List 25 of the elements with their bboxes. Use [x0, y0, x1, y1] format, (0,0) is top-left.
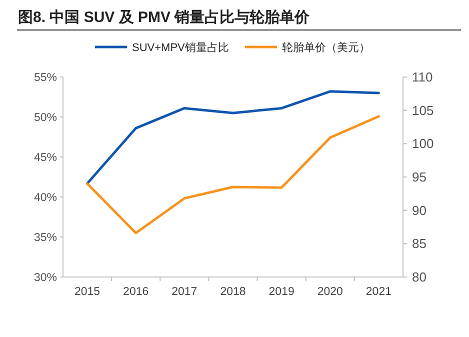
x-tick-label: 2019 [268, 286, 294, 298]
line-series [86, 115, 380, 234]
y-tick-label: 45% [34, 152, 57, 164]
x-tick-label: 2015 [74, 286, 100, 298]
x-tick-label: 2018 [220, 286, 246, 298]
y-tick-label: 40% [34, 192, 57, 204]
y2-tick-label: 95 [412, 170, 426, 185]
x-tick-label: 2020 [317, 286, 343, 298]
y-tick-label: 35% [34, 232, 57, 244]
x-tick-label: 2017 [172, 286, 198, 298]
y2-tick-label: 100 [412, 136, 434, 152]
y2-tick-label: 110 [412, 70, 433, 85]
y-tick-label: 30% [34, 272, 57, 284]
y2-tick-label: 105 [412, 102, 434, 118]
line-series [86, 90, 380, 185]
y2-tick-label: 85 [412, 236, 426, 252]
legend-label: SUV+MPV销量占比 [132, 40, 229, 54]
y-tick-label: 55% [34, 72, 57, 84]
x-tick-label: 2016 [123, 286, 149, 298]
chart-title: 图8. 中国 SUV 及 PMV 销量占比与轮胎单价 [18, 9, 311, 26]
y-tick-label: 50% [34, 112, 57, 124]
y2-tick-label: 80 [412, 270, 426, 285]
x-tick-label: 2021 [366, 286, 392, 298]
y2-tick-label: 90 [412, 202, 426, 218]
legend-label: 轮胎单价（美元） [282, 40, 370, 54]
